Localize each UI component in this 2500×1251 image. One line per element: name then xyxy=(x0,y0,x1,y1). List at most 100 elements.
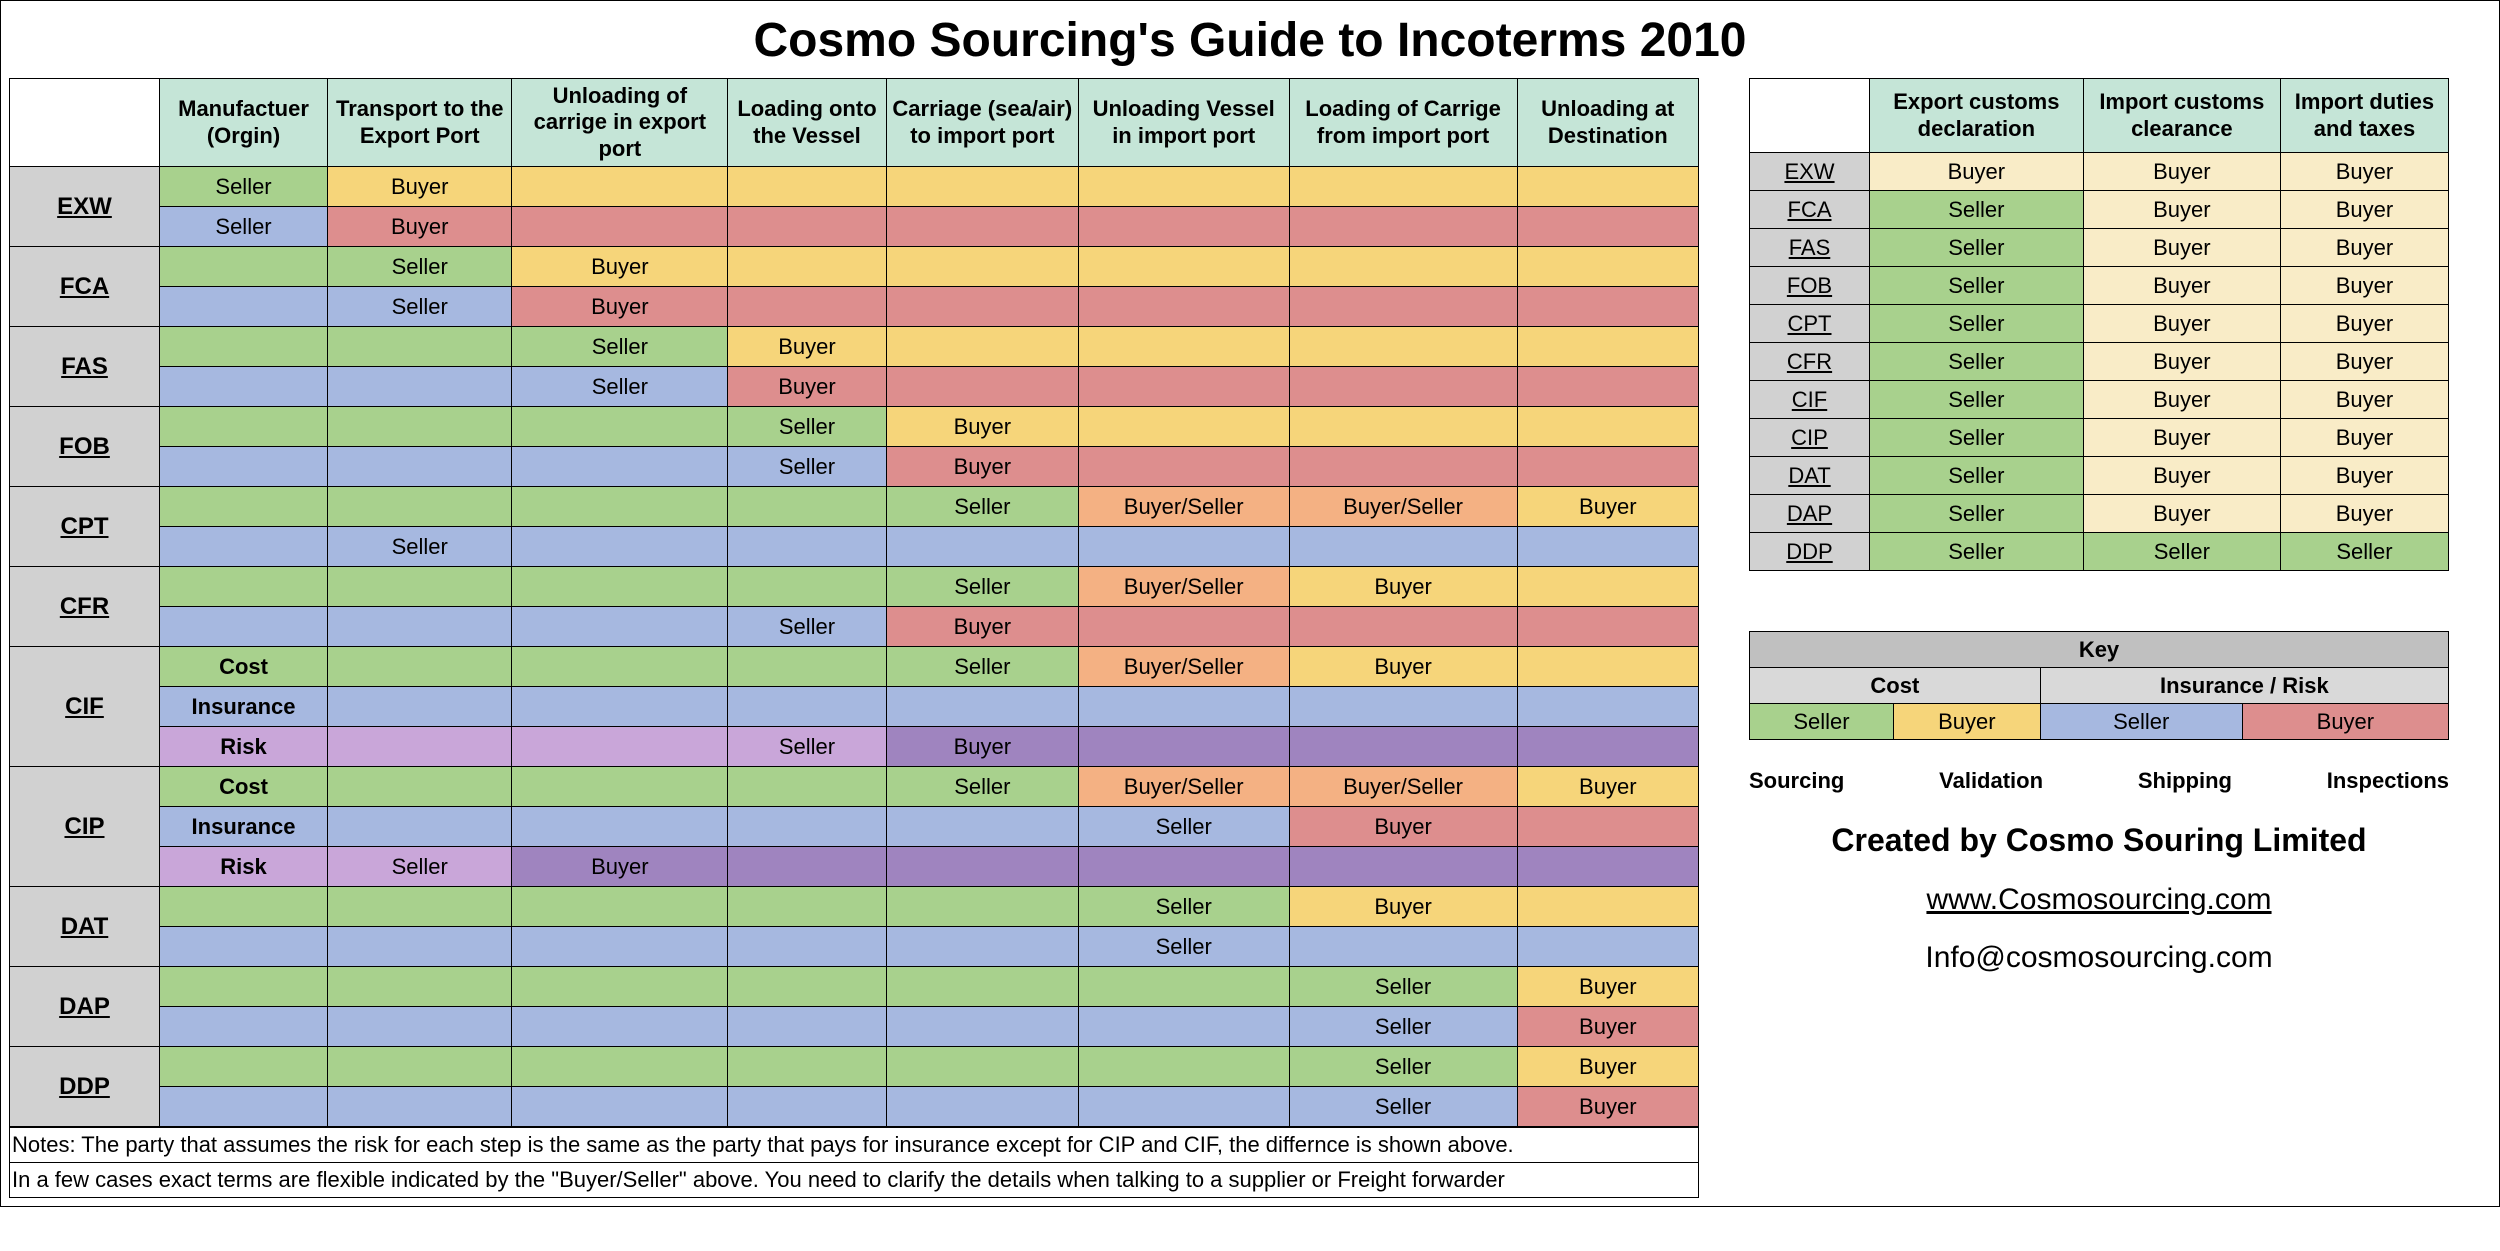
matrix-cell xyxy=(328,727,512,767)
matrix-cell xyxy=(1289,727,1517,767)
incoterm-code: CPT xyxy=(10,487,160,567)
matrix-cell: Cost xyxy=(160,767,328,807)
contact-email[interactable]: Info@cosmosourcing.com xyxy=(1749,941,2449,975)
matrix-cell xyxy=(728,767,887,807)
incoterm-code: FCA xyxy=(10,247,160,327)
customs-cell: Seller xyxy=(1870,419,2084,457)
customs-cell: Buyer xyxy=(2280,153,2448,191)
matrix-cell xyxy=(1289,287,1517,327)
matrix-cell xyxy=(328,1047,512,1087)
matrix-cell xyxy=(328,927,512,967)
matrix-cell: Buyer xyxy=(1517,1047,1698,1087)
incoterm-code: DAT xyxy=(10,887,160,967)
matrix-cell: Seller xyxy=(1289,1087,1517,1127)
matrix-cell xyxy=(328,767,512,807)
customs-header: Import customs clearance xyxy=(2083,79,2280,153)
customs-cell: Seller xyxy=(1870,495,2084,533)
matrix-cell xyxy=(160,367,328,407)
matrix-cell xyxy=(1289,167,1517,207)
matrix-cell xyxy=(886,207,1078,247)
service-item: Inspections xyxy=(2327,768,2449,794)
customs-header: Import duties and taxes xyxy=(2280,79,2448,153)
matrix-cell: Buyer/Seller xyxy=(1289,767,1517,807)
customs-term: CFR xyxy=(1750,343,1870,381)
website-link[interactable]: www.Cosmosourcing.com xyxy=(1749,883,2449,917)
page-title: Cosmo Sourcing's Guide to Incoterms 2010 xyxy=(9,13,2491,68)
customs-cell: Seller xyxy=(1870,381,2084,419)
matrix-cell xyxy=(160,607,328,647)
customs-term: FOB xyxy=(1750,267,1870,305)
matrix-cell xyxy=(728,567,887,607)
matrix-cell xyxy=(512,167,728,207)
key-title: Key xyxy=(1750,632,2449,668)
incoterm-code: CIF xyxy=(10,647,160,767)
matrix-cell: Buyer xyxy=(886,447,1078,487)
matrix-cell xyxy=(1078,167,1289,207)
matrix-cell xyxy=(1078,967,1289,1007)
customs-cell: Buyer xyxy=(2280,191,2448,229)
matrix-cell: Seller xyxy=(728,447,887,487)
matrix-cell xyxy=(886,367,1078,407)
customs-cell: Buyer xyxy=(2280,419,2448,457)
matrix-cell: Buyer xyxy=(1289,647,1517,687)
customs-cell: Seller xyxy=(2280,533,2448,571)
matrix-cell: Buyer xyxy=(512,847,728,887)
matrix-cell xyxy=(1078,607,1289,647)
matrix-cell: Seller xyxy=(1289,1047,1517,1087)
matrix-cell xyxy=(1078,527,1289,567)
header-blank xyxy=(1750,79,1870,153)
matrix-cell: Seller xyxy=(160,167,328,207)
matrix-cell xyxy=(328,367,512,407)
matrix-cell xyxy=(1289,247,1517,287)
matrix-cell xyxy=(1517,527,1698,567)
matrix-cell: Seller xyxy=(886,647,1078,687)
matrix-cell xyxy=(1289,407,1517,447)
customs-cell: Buyer xyxy=(1870,153,2084,191)
key-cell: Buyer xyxy=(2242,704,2448,740)
matrix-cell xyxy=(886,807,1078,847)
matrix-cell xyxy=(886,1047,1078,1087)
matrix-cell xyxy=(328,647,512,687)
matrix-cell: Seller xyxy=(1289,1007,1517,1047)
matrix-cell xyxy=(512,607,728,647)
matrix-cell xyxy=(886,287,1078,327)
matrix-cell xyxy=(512,447,728,487)
matrix-cell: Buyer xyxy=(328,207,512,247)
matrix-cell: Buyer/Seller xyxy=(1078,647,1289,687)
matrix-cell: Seller xyxy=(1078,887,1289,927)
matrix-cell xyxy=(1517,207,1698,247)
matrix-cell xyxy=(1078,727,1289,767)
matrix-cell xyxy=(512,887,728,927)
customs-term: EXW xyxy=(1750,153,1870,191)
matrix-cell: Insurance xyxy=(160,807,328,847)
matrix-cell xyxy=(1517,367,1698,407)
matrix-cell xyxy=(886,527,1078,567)
matrix-cell xyxy=(328,567,512,607)
matrix-cell xyxy=(1517,247,1698,287)
customs-cell: Buyer xyxy=(2083,495,2280,533)
customs-cell: Buyer xyxy=(2083,343,2280,381)
matrix-cell: Insurance xyxy=(160,687,328,727)
matrix-cell xyxy=(1078,247,1289,287)
matrix-cell: Buyer xyxy=(512,247,728,287)
key-table: Key Cost Insurance / Risk SellerBuyerSel… xyxy=(1749,631,2449,740)
customs-cell: Seller xyxy=(1870,533,2084,571)
matrix-cell xyxy=(328,687,512,727)
matrix-cell xyxy=(1289,687,1517,727)
matrix-cell xyxy=(1078,287,1289,327)
matrix-cell: Buyer xyxy=(1289,567,1517,607)
customs-term: DAT xyxy=(1750,457,1870,495)
matrix-cell xyxy=(1078,327,1289,367)
key-cell: Seller xyxy=(1750,704,1894,740)
customs-header: Export customs declaration xyxy=(1870,79,2084,153)
matrix-cell xyxy=(728,807,887,847)
matrix-cell xyxy=(512,487,728,527)
matrix-cell: Seller xyxy=(328,527,512,567)
note-line: In a few cases exact terms are flexible … xyxy=(10,1163,1699,1198)
matrix-cell xyxy=(1517,647,1698,687)
matrix-cell xyxy=(1078,687,1289,727)
column-header: Manufactuer (Orgin) xyxy=(160,79,328,167)
matrix-cell xyxy=(886,247,1078,287)
matrix-cell xyxy=(886,327,1078,367)
matrix-cell: Buyer xyxy=(1517,487,1698,527)
